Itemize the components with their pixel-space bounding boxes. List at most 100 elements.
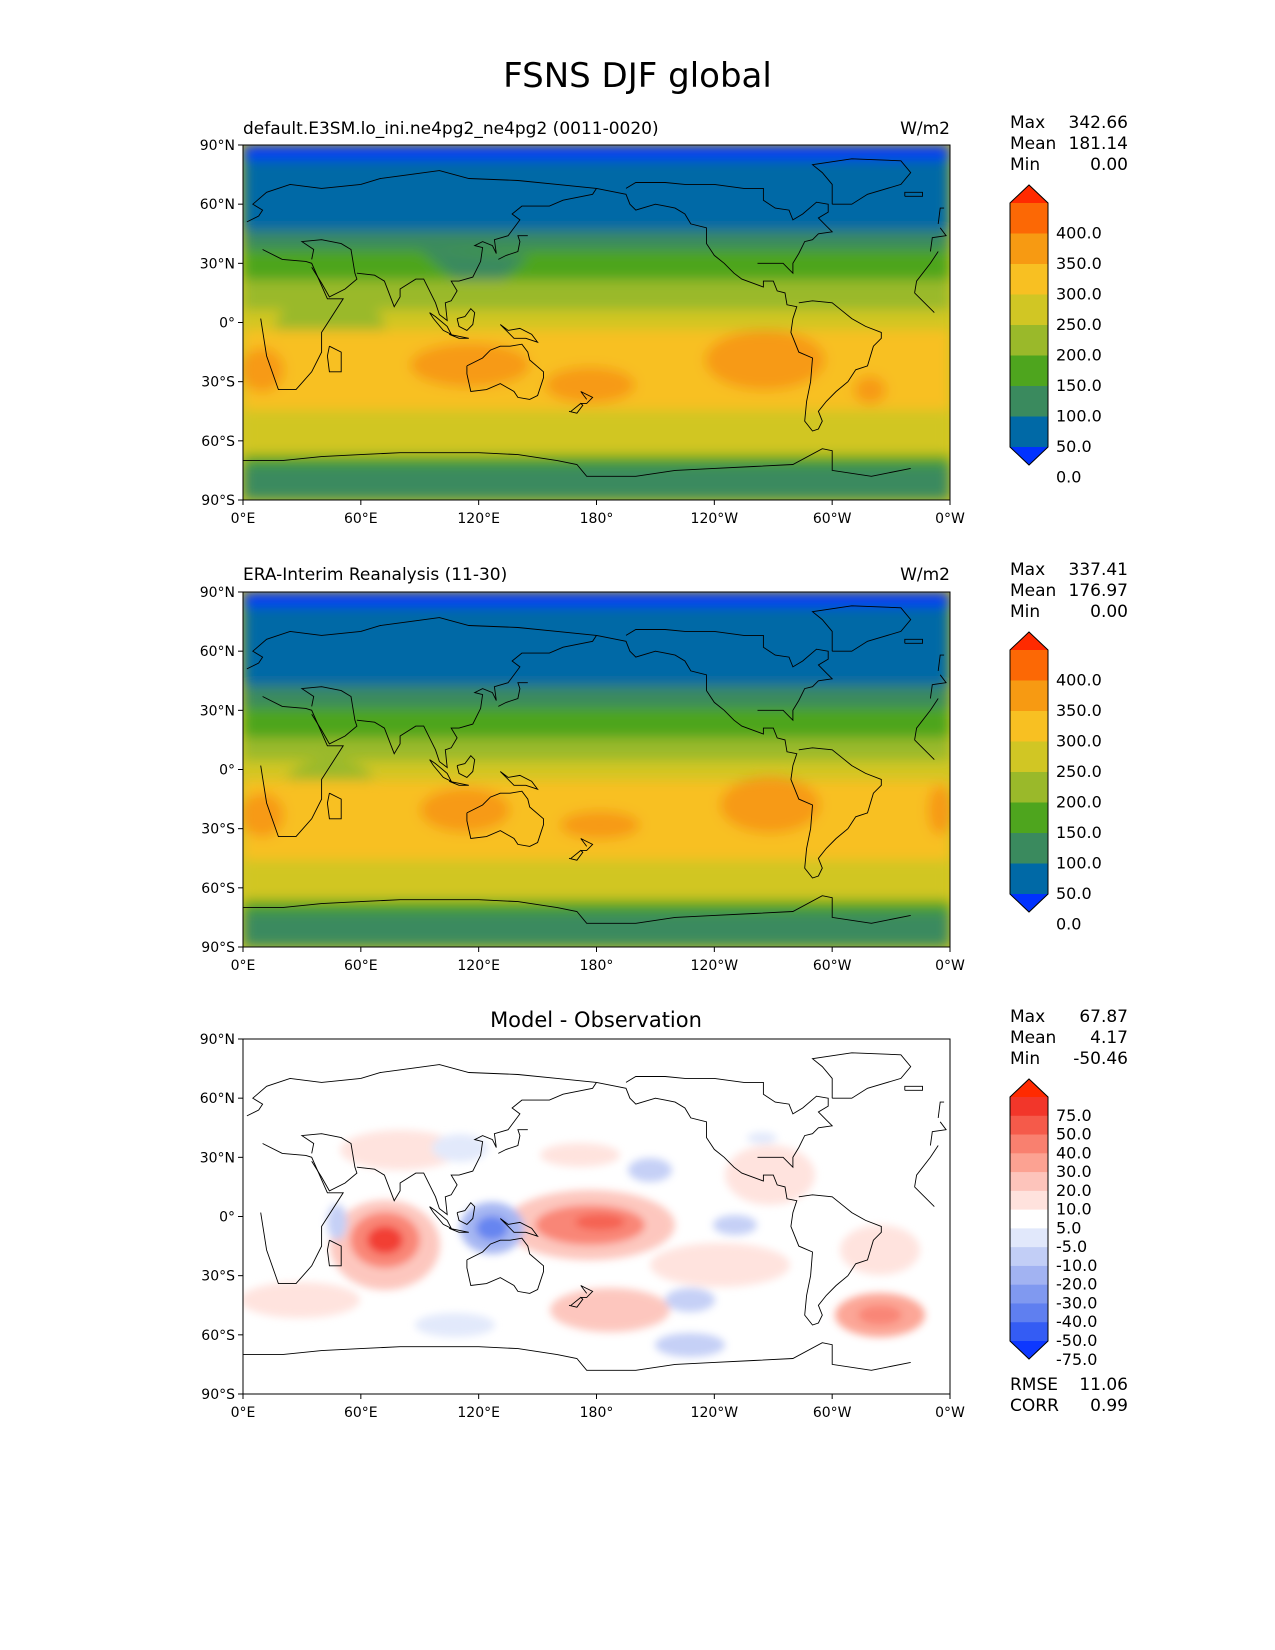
lat-tick-label: 90°S bbox=[201, 1387, 235, 1403]
stat-min: -50.46 bbox=[1073, 1049, 1128, 1069]
colorbar-level-label: 5.0 bbox=[1056, 1218, 1081, 1237]
colorbar-level-label: 50.0 bbox=[1056, 437, 1092, 456]
lon-tick-label: 120°E bbox=[457, 511, 500, 527]
colorbar-swatch bbox=[1010, 1228, 1048, 1248]
coastline-15 bbox=[904, 191, 923, 197]
colorbar-swatch bbox=[1010, 1190, 1048, 1211]
lat-tick-label: 30°N bbox=[200, 256, 235, 272]
colorbar-swatch bbox=[1010, 1115, 1048, 1136]
colorbar-swatch bbox=[1010, 294, 1048, 326]
colorbar-swatch bbox=[1010, 1284, 1048, 1304]
coastline-2 bbox=[300, 1133, 358, 1192]
lon-tick-label: 120°E bbox=[457, 1405, 500, 1421]
panel-diff: Model - Observation bbox=[200, 1007, 1128, 1421]
coastline-18 bbox=[326, 1239, 342, 1267]
colorbar-level-label: 400.0 bbox=[1056, 671, 1102, 690]
coastline-0 bbox=[260, 696, 939, 838]
coastline-0 bbox=[260, 249, 939, 391]
lon-tick-label: 180° bbox=[580, 511, 614, 527]
panel-model-axes: 90°N 60°N 30°N 0° 30°S 60°S 90°S 0°E 60°E 120°E 18… bbox=[200, 138, 965, 527]
coastline-15 bbox=[904, 1085, 923, 1091]
coastline-11 bbox=[580, 391, 594, 404]
lon-tick-label: 60°W bbox=[813, 958, 852, 974]
lat-tick-label: 60°S bbox=[201, 1328, 235, 1344]
colorbar-level-label: -30.0 bbox=[1056, 1293, 1097, 1312]
svg-text:Mean: Mean bbox=[1010, 134, 1056, 154]
colorbar-extend-bottom bbox=[1010, 447, 1048, 465]
lon-tick-label: 120°E bbox=[457, 958, 500, 974]
lon-tick-label: 120°W bbox=[691, 958, 739, 974]
colorbar-level-label: -75.0 bbox=[1056, 1350, 1097, 1369]
coastline-4 bbox=[498, 682, 528, 707]
lat-tick-label: 90°S bbox=[201, 493, 235, 509]
colorbar-swatch bbox=[1010, 1209, 1048, 1229]
colorbar-level-label: 10.0 bbox=[1056, 1200, 1092, 1219]
stat-max: 67.87 bbox=[1079, 1007, 1128, 1027]
colorbar-level-label: 150.0 bbox=[1056, 823, 1102, 842]
panel-obs: ERA-Interim Reanalysis (11-30) W/m2 bbox=[200, 560, 1128, 974]
colorbar-swatch bbox=[1010, 1303, 1048, 1323]
coastline-9 bbox=[499, 324, 539, 344]
coastline-0 bbox=[260, 1143, 939, 1285]
colorbar-swatch bbox=[1010, 1153, 1048, 1173]
colorbar-level-label: 400.0 bbox=[1056, 224, 1102, 243]
panel-obs-units: W/m2 bbox=[900, 565, 950, 585]
panel-diff-stats: Max Mean Min 67.87 4.17 -50.46 RMSE CORR… bbox=[1010, 1007, 1128, 1416]
coastline-16 bbox=[243, 895, 911, 924]
colorbar-swatch bbox=[1010, 1097, 1048, 1117]
coastline-9 bbox=[499, 771, 539, 791]
coastline-2 bbox=[300, 686, 358, 745]
colorbar-swatch bbox=[1010, 416, 1048, 448]
lon-tick-label: 60°W bbox=[813, 511, 852, 527]
colorbar-swatch bbox=[1010, 772, 1048, 803]
colorbar-swatch bbox=[1010, 680, 1048, 712]
coastline-8 bbox=[456, 1202, 476, 1225]
coastline-14 bbox=[811, 605, 912, 652]
coastline-1 bbox=[246, 170, 947, 252]
colorbar-swatch bbox=[1010, 802, 1048, 834]
lat-tick-label: 30°N bbox=[200, 703, 235, 719]
coastline-7 bbox=[449, 1227, 469, 1233]
coastline-11 bbox=[580, 1285, 594, 1298]
svg-text:Mean: Mean bbox=[1010, 1028, 1056, 1048]
lon-tick-label: 120°W bbox=[691, 1405, 739, 1421]
stat-min: 0.00 bbox=[1090, 155, 1128, 175]
colorbar-level-label: -50.0 bbox=[1056, 1331, 1097, 1350]
lon-tick-label: 0°W bbox=[935, 1405, 965, 1421]
coastline-8 bbox=[456, 755, 476, 778]
panel-model: default.E3SM.lo_ini.ne4pg2_ne4pg2 (0011-… bbox=[200, 113, 1128, 527]
lat-tick-label: 30°S bbox=[201, 1269, 235, 1285]
colorbar-level-label: 0.0 bbox=[1056, 468, 1081, 487]
colorbar-swatch bbox=[1010, 1247, 1048, 1267]
lon-tick-label: 180° bbox=[580, 958, 614, 974]
lat-tick-label: 90°S bbox=[201, 940, 235, 956]
svg-text:Min: Min bbox=[1010, 155, 1040, 175]
lat-tick-label: 90°N bbox=[200, 138, 235, 154]
colorbar-level-label: -5.0 bbox=[1056, 1237, 1087, 1256]
panel-obs-title: ERA-Interim Reanalysis (11-30) bbox=[243, 565, 507, 585]
colorbar-swatch bbox=[1010, 203, 1048, 234]
lat-tick-label: 60°N bbox=[200, 197, 235, 213]
colorbar-extend-top bbox=[1010, 185, 1048, 203]
coastline-3 bbox=[356, 1082, 597, 1216]
panel-model-stats: Max Mean Min 342.66 181.14 0.00 bbox=[1010, 113, 1128, 175]
lat-tick-label: 60°S bbox=[201, 881, 235, 897]
coastline-12 bbox=[596, 634, 882, 879]
stat-corr: 0.99 bbox=[1090, 1396, 1128, 1416]
coastline-6 bbox=[429, 759, 453, 783]
svg-text:Max: Max bbox=[1010, 560, 1045, 580]
coastline-7 bbox=[449, 780, 469, 786]
colorbar-extend-top bbox=[1010, 632, 1048, 650]
lat-tick-label: 0° bbox=[219, 316, 235, 332]
lat-tick-label: 60°N bbox=[200, 1091, 235, 1107]
panel-diff-axes: 90°N 60°N 30°N 0° 30°S 60°S 90°S 0°E 60°E 120°E 18… bbox=[200, 1032, 965, 1421]
lon-tick-label: 0°W bbox=[935, 511, 965, 527]
lon-tick-label: 120°W bbox=[691, 511, 739, 527]
lon-tick-label: 0°E bbox=[231, 511, 256, 527]
colorbar-level-label: 100.0 bbox=[1056, 407, 1102, 426]
lat-tick-label: 60°S bbox=[201, 434, 235, 450]
coastline-16 bbox=[243, 1342, 911, 1371]
coastline-10 bbox=[568, 849, 584, 861]
coastline-17 bbox=[937, 1101, 945, 1118]
stat-rmse: 11.06 bbox=[1079, 1375, 1128, 1395]
